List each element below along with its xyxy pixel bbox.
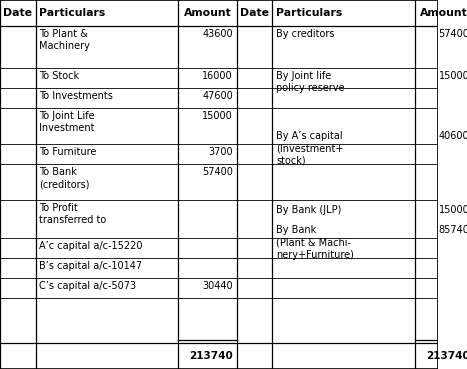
Text: 15000: 15000 — [439, 71, 467, 81]
Text: 3700: 3700 — [208, 147, 233, 157]
Text: To Stock: To Stock — [39, 71, 79, 81]
Text: Amount: Amount — [420, 8, 467, 18]
Text: To Plant &
Machinery: To Plant & Machinery — [39, 29, 90, 51]
Text: 16000: 16000 — [202, 71, 233, 81]
Text: 43600: 43600 — [202, 29, 233, 39]
Text: To Bank
(creditors): To Bank (creditors) — [39, 167, 90, 189]
Text: B’s capital a/c-10147: B’s capital a/c-10147 — [39, 261, 142, 271]
Text: By creditors: By creditors — [276, 29, 334, 39]
Text: To Investments: To Investments — [39, 91, 113, 101]
Text: 57400: 57400 — [439, 29, 467, 39]
Text: By Joint life
policy reserve: By Joint life policy reserve — [276, 71, 345, 93]
Text: 213740: 213740 — [189, 351, 233, 361]
Text: Amount: Amount — [184, 8, 231, 18]
Text: 40600: 40600 — [439, 131, 467, 141]
Text: 47600: 47600 — [202, 91, 233, 101]
Text: By Bank
(Plant & Machi-
nery+Furniture): By Bank (Plant & Machi- nery+Furniture) — [276, 225, 354, 260]
Text: By Bank (JLP): By Bank (JLP) — [276, 205, 341, 215]
Text: To Furniture: To Furniture — [39, 147, 97, 157]
Text: To Profit
transferred to: To Profit transferred to — [39, 203, 106, 225]
Text: Particulars: Particulars — [39, 8, 106, 18]
Text: To Joint Life
Investment: To Joint Life Investment — [39, 111, 95, 134]
Text: 213740: 213740 — [426, 351, 467, 361]
Text: 15000: 15000 — [202, 111, 233, 121]
Text: 85740: 85740 — [439, 225, 467, 235]
Text: Date: Date — [240, 8, 269, 18]
Text: By A’s capital
(Investment+
stock): By A’s capital (Investment+ stock) — [276, 131, 343, 166]
Text: 15000: 15000 — [439, 205, 467, 215]
Text: 30440: 30440 — [202, 281, 233, 291]
Text: Date: Date — [3, 8, 32, 18]
Text: 57400: 57400 — [202, 167, 233, 177]
Text: Particulars: Particulars — [276, 8, 342, 18]
Text: A’c capital a/c-15220: A’c capital a/c-15220 — [39, 241, 143, 251]
Text: C’s capital a/c-5073: C’s capital a/c-5073 — [39, 281, 136, 291]
